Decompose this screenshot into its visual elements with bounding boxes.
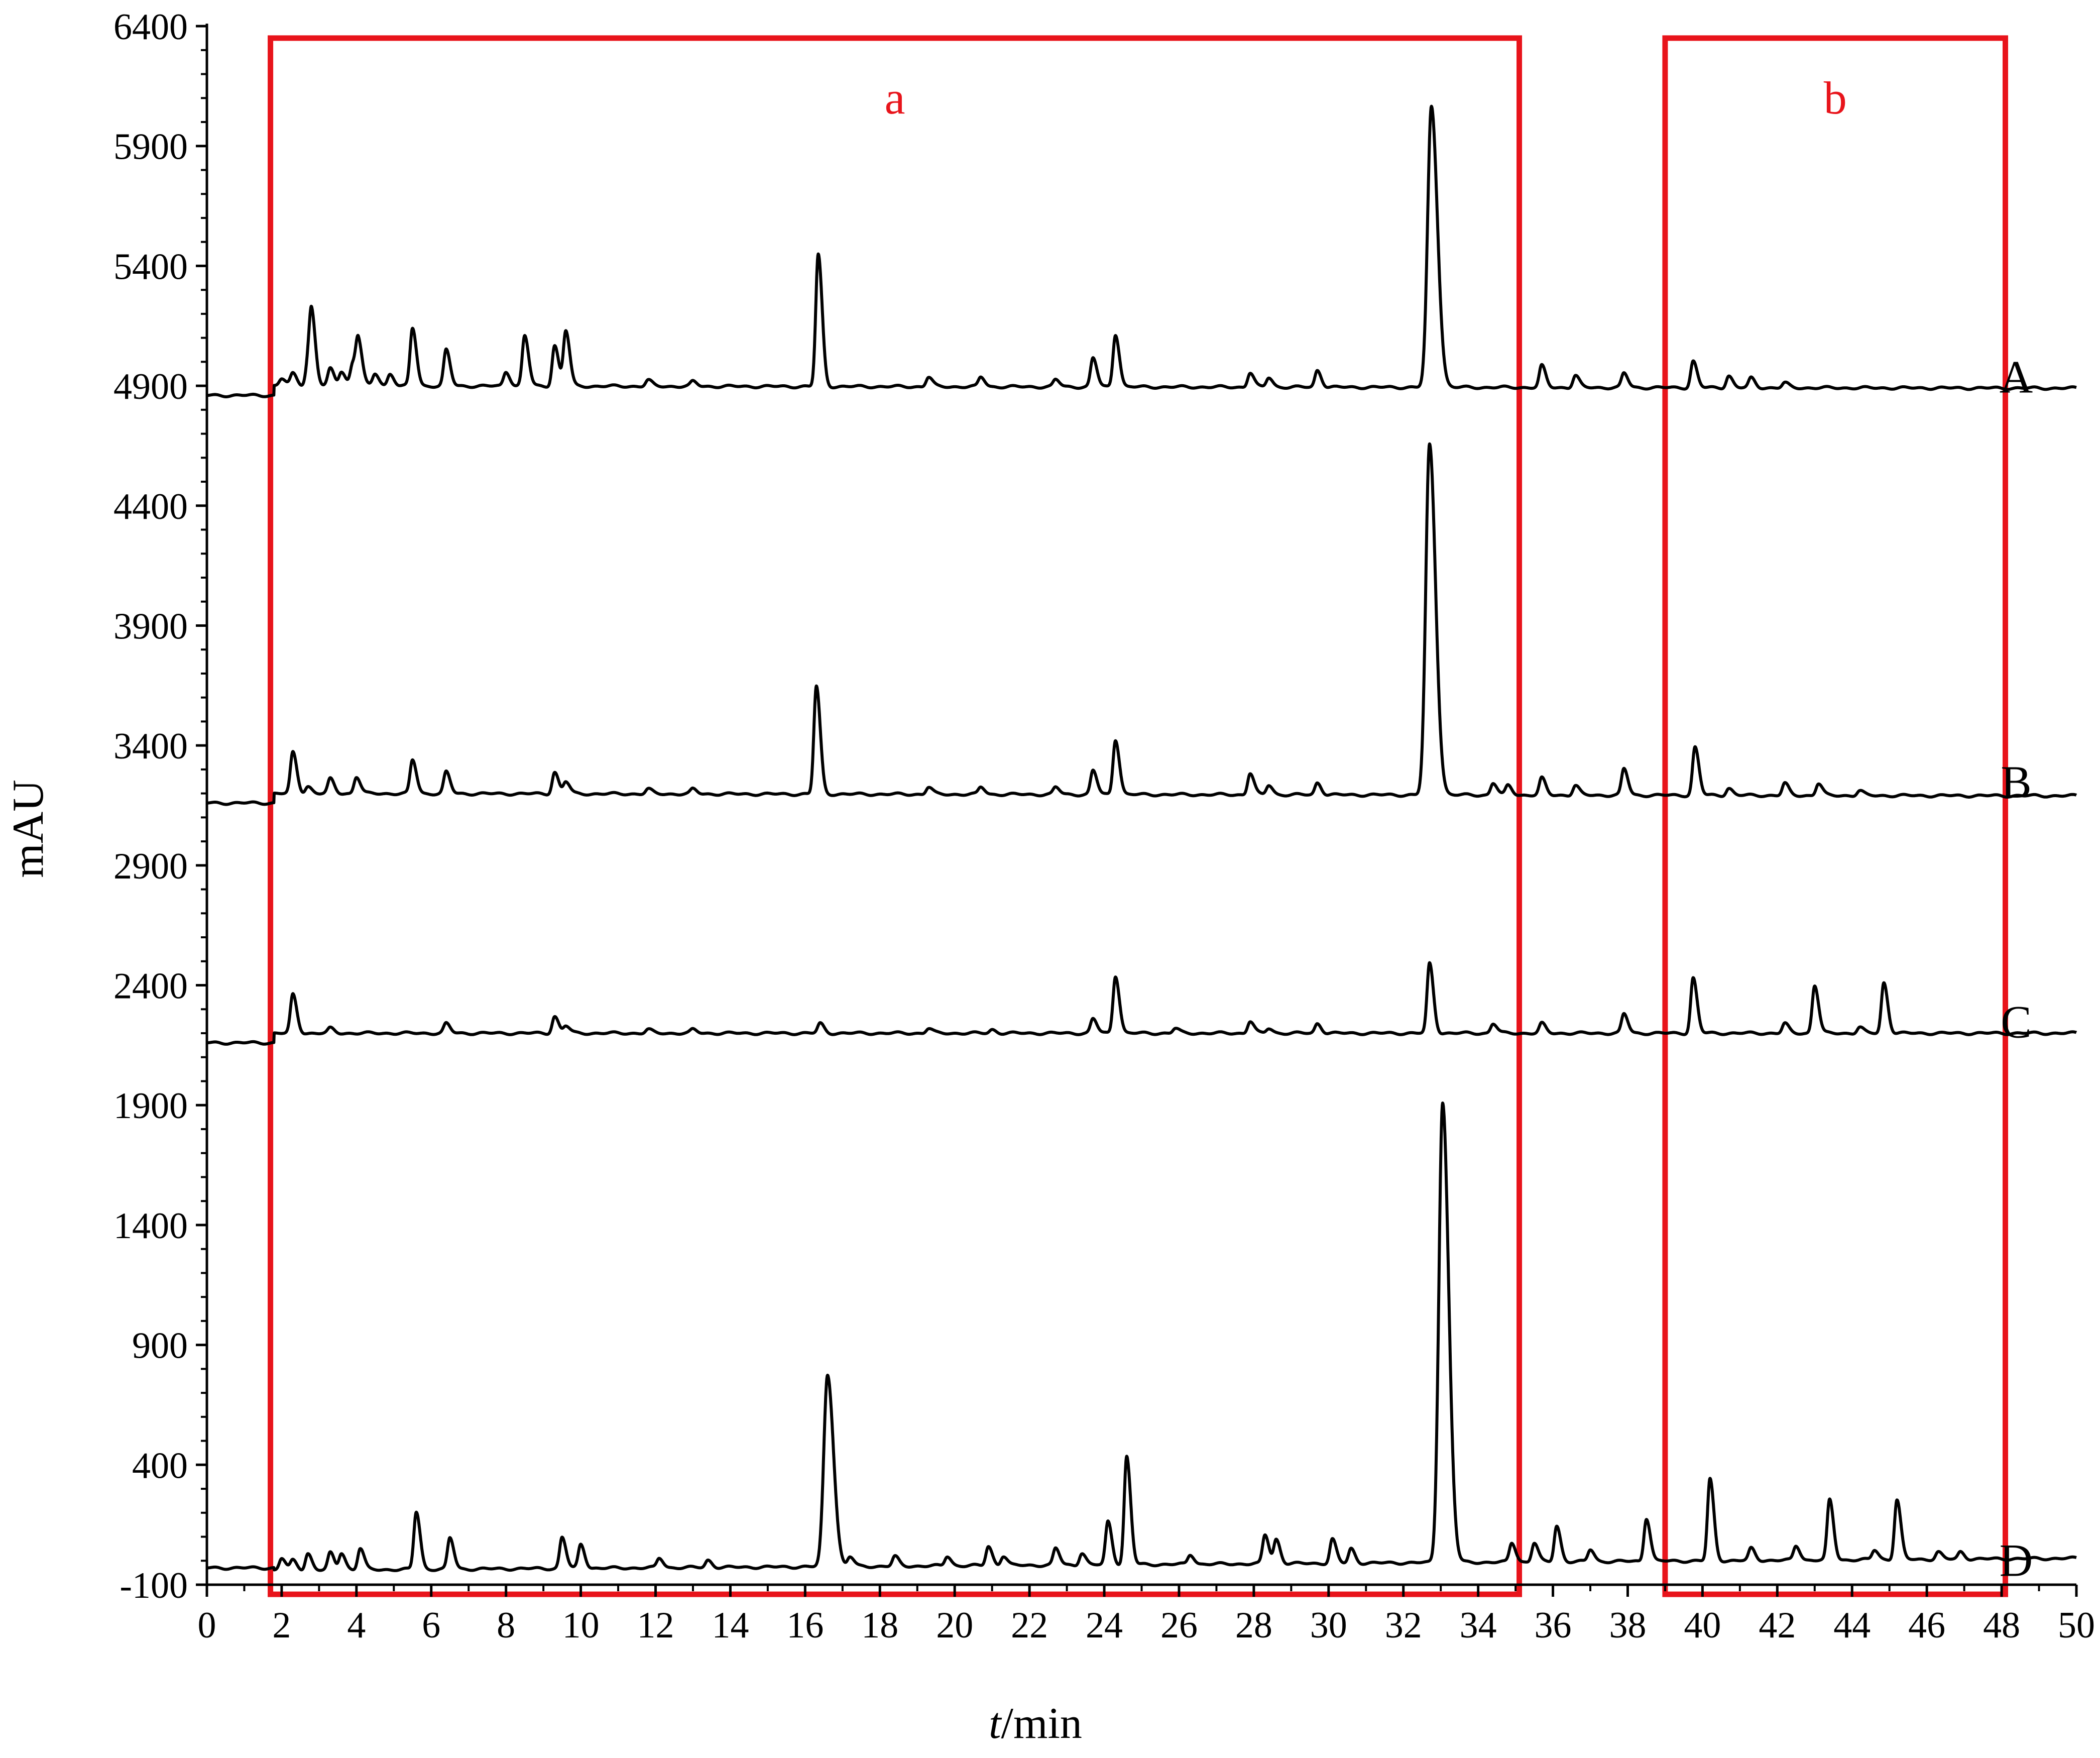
y-tick-label: 3900: [113, 606, 188, 647]
region-label-b: b: [1824, 72, 1847, 124]
labels: mAU t/min: [4, 780, 1082, 1748]
trace-C: [205, 961, 2078, 1046]
region-label-a: a: [885, 72, 905, 124]
x-tick-label: 14: [712, 1605, 749, 1646]
x-tick-label: 36: [1535, 1605, 1572, 1646]
x-tick-label: 28: [1235, 1605, 1272, 1646]
x-tick-label: 46: [1908, 1605, 1945, 1646]
x-axis-title: t/min: [989, 1699, 1082, 1748]
x-axis-title-unit: /min: [1001, 1699, 1082, 1748]
region-box-b: [1662, 35, 2009, 1597]
x-tick-label: 22: [1011, 1605, 1048, 1646]
x-tick-label: 2: [272, 1605, 291, 1646]
x-tick-label: 32: [1385, 1605, 1422, 1646]
x-tick-label: 20: [936, 1605, 973, 1646]
x-tick-label: 0: [198, 1605, 216, 1646]
x-tick-label: 30: [1310, 1605, 1347, 1646]
chromatogram-traces: A B C D: [205, 104, 2078, 1586]
x-tick-label: 6: [422, 1605, 440, 1646]
y-tick-label: 5400: [113, 246, 188, 287]
trace-D: [205, 1102, 2078, 1572]
y-tick-label: 2900: [113, 846, 188, 887]
x-tick-label: 34: [1460, 1605, 1497, 1646]
x-axis-title-variable: t: [989, 1699, 1002, 1748]
x-tick-label: 10: [562, 1605, 600, 1646]
x-tick-label: 26: [1160, 1605, 1198, 1646]
y-tick-label: 5900: [113, 127, 188, 168]
y-tick-label: 4900: [113, 366, 188, 407]
y-tick-label: 3400: [113, 726, 188, 767]
x-tick-label: 42: [1759, 1605, 1796, 1646]
x-tick-label: 48: [1983, 1605, 2020, 1646]
y-tick-label: 1400: [113, 1205, 188, 1247]
y-tick-label: 1900: [113, 1085, 188, 1127]
x-tick-label: 16: [786, 1605, 824, 1646]
y-tick-label: 4400: [113, 486, 188, 527]
y-tick-label: 6400: [113, 7, 188, 48]
trace-label-C: C: [2001, 997, 2031, 1048]
x-tick-label: 50: [2058, 1605, 2095, 1646]
region-box-a: [268, 35, 1523, 1597]
x-tick-label: 4: [347, 1605, 366, 1646]
axes: -100400900140019002400290034003900440049…: [113, 7, 2095, 1646]
x-tick-label: 18: [861, 1605, 898, 1646]
x-tick-label: 40: [1684, 1605, 1721, 1646]
x-tick-label: 8: [497, 1605, 515, 1646]
y-axis-title: mAU: [4, 780, 53, 878]
trace-label-B: B: [2001, 756, 2031, 808]
trace-B: [205, 442, 2078, 806]
x-tick-label: 38: [1609, 1605, 1646, 1646]
y-tick-label: 900: [132, 1326, 188, 1367]
y-tick-label: 2400: [113, 966, 188, 1007]
trace-label-A: A: [2000, 351, 2033, 402]
y-tick-label: 400: [132, 1445, 188, 1486]
trace-label-D: D: [2000, 1534, 2033, 1586]
trace-A: [205, 104, 2078, 398]
x-tick-label: 44: [1833, 1605, 1871, 1646]
y-tick-label: -100: [120, 1565, 188, 1606]
x-tick-label: 24: [1086, 1605, 1123, 1646]
x-tick-label: 12: [637, 1605, 674, 1646]
